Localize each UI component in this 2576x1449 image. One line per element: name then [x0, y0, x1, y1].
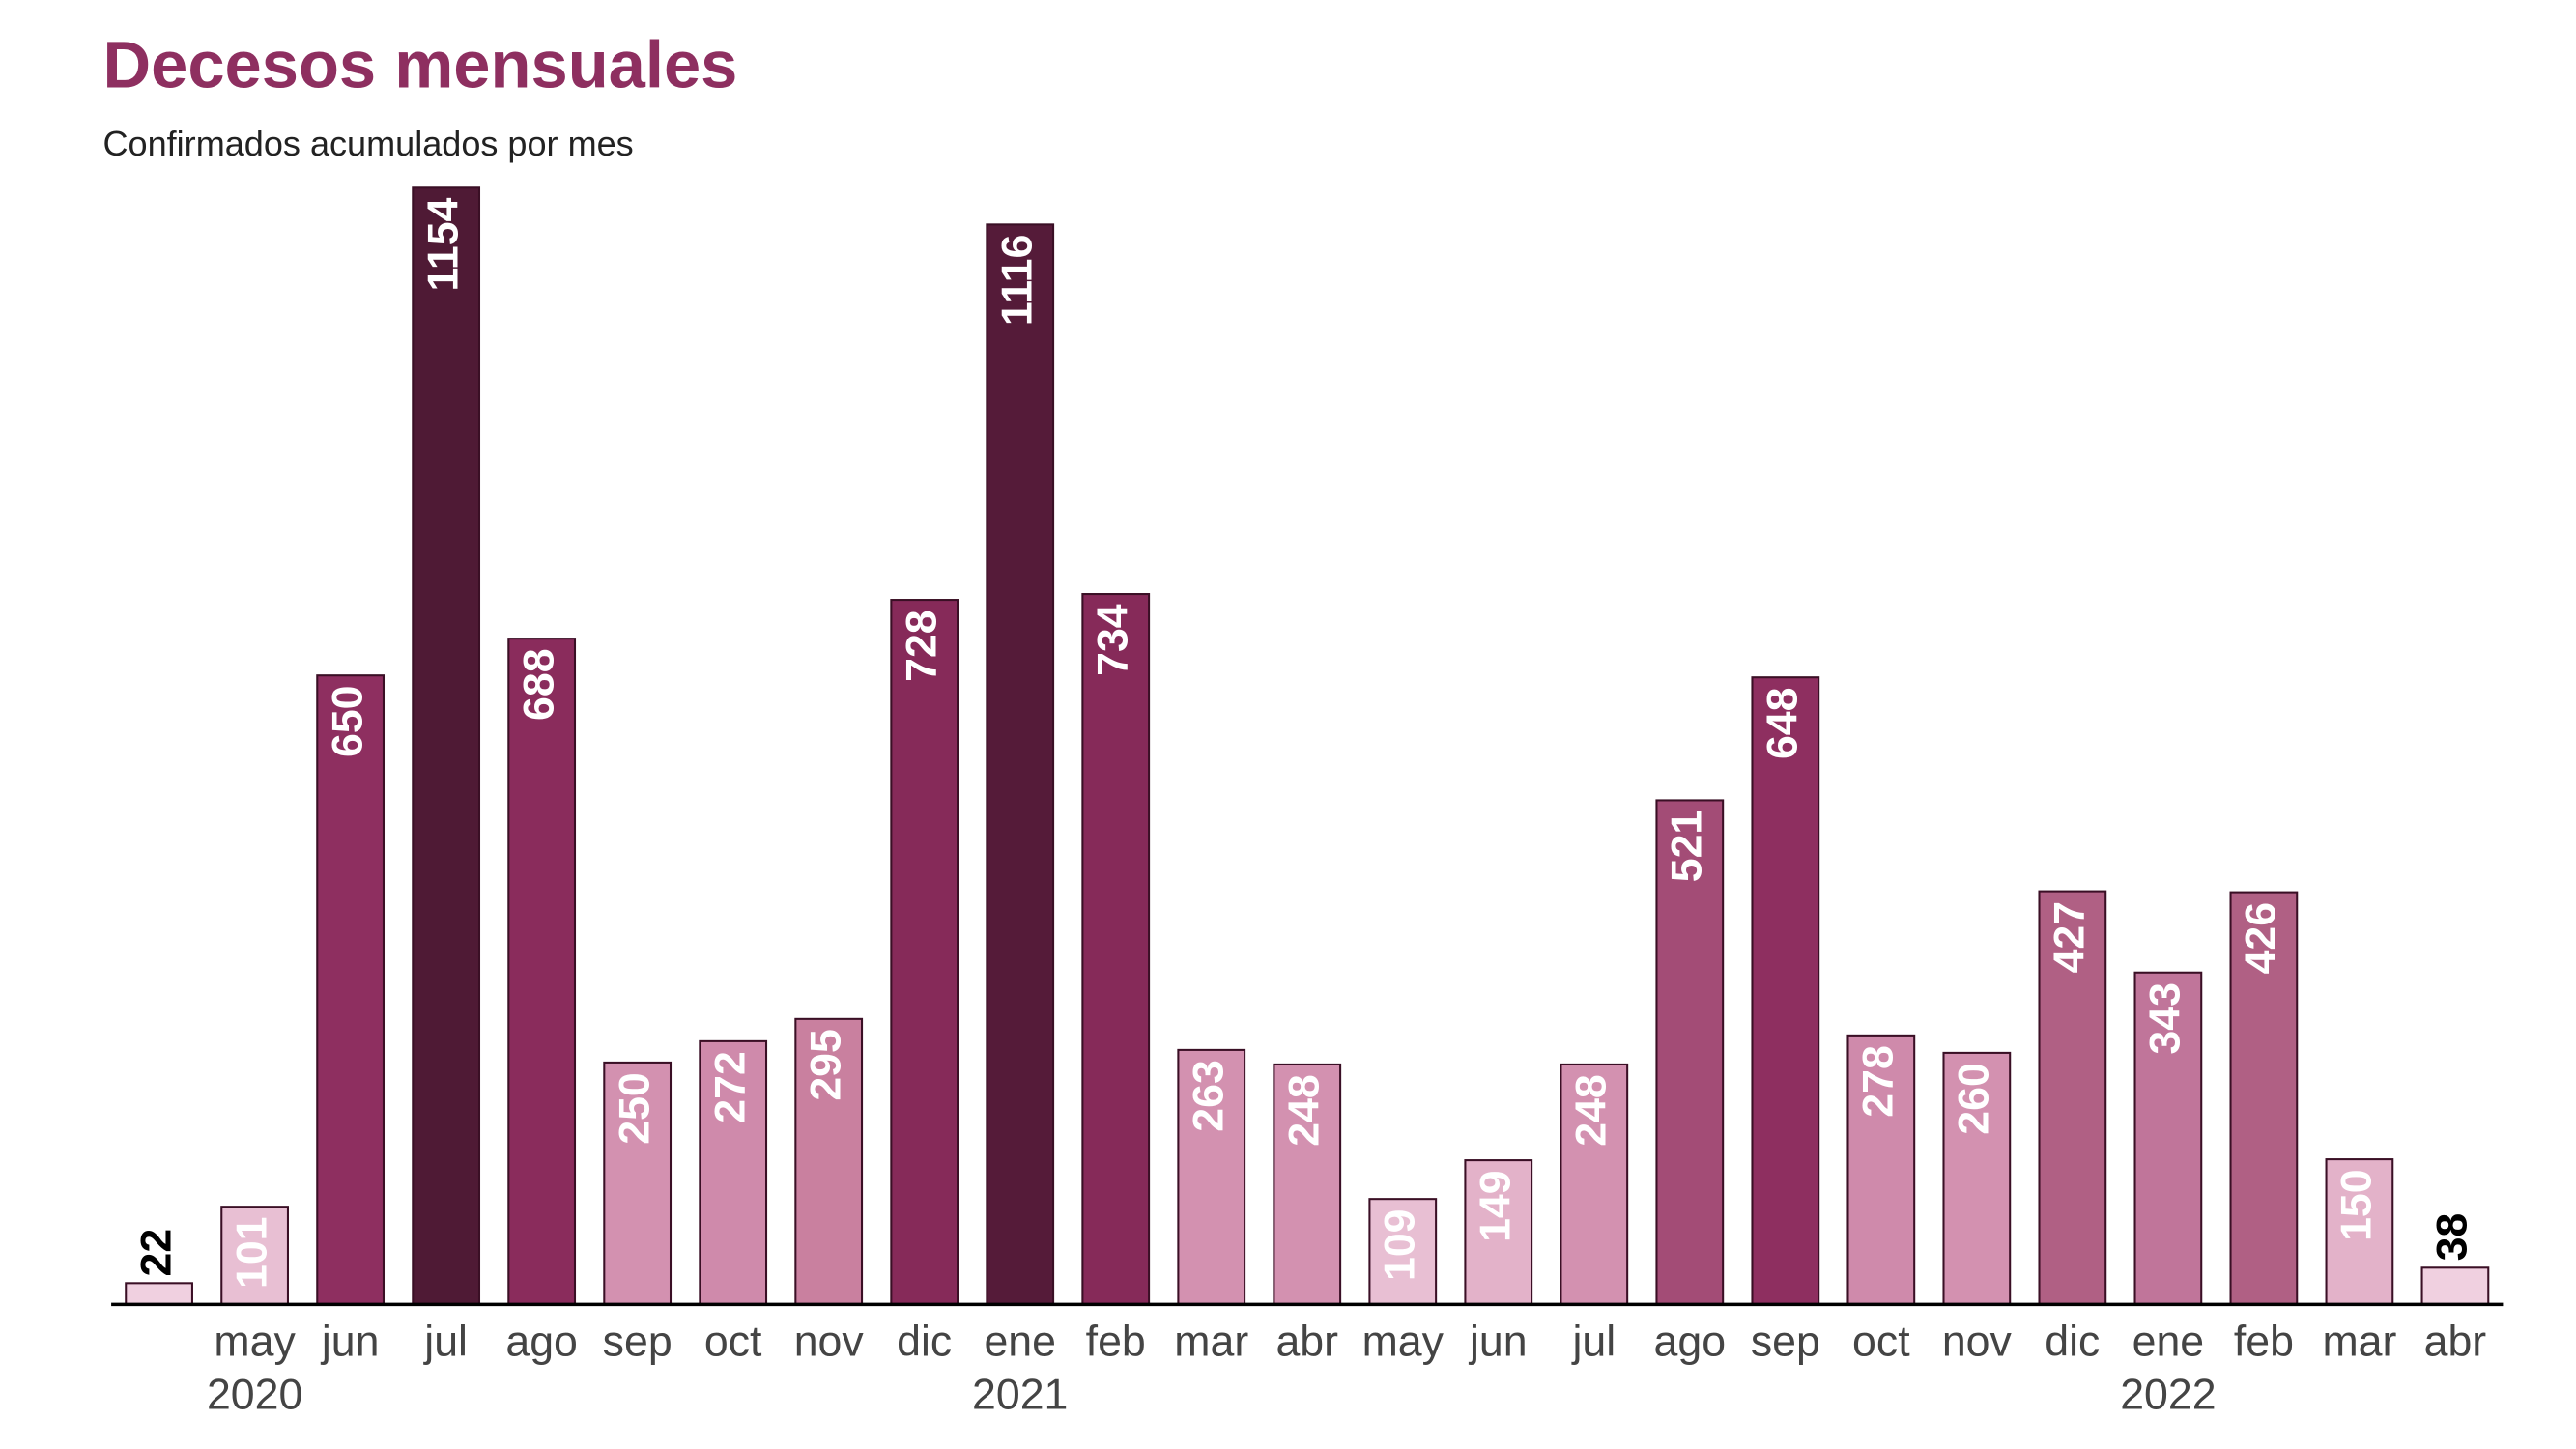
- value-label: 22: [132, 1229, 180, 1277]
- bar: [1751, 676, 1820, 1306]
- bar: [603, 1061, 673, 1306]
- value-label: 109: [1377, 1208, 1424, 1281]
- value-label: 272: [706, 1051, 754, 1123]
- x-tick-label: dic: [2045, 1318, 2100, 1365]
- value-label: 38: [2429, 1213, 2476, 1262]
- bar: [1846, 1034, 1916, 1306]
- value-label: 521: [1664, 810, 1711, 883]
- x-tick-label: feb: [1086, 1318, 1146, 1365]
- year-label: 2022: [2120, 1371, 2216, 1418]
- x-tick-label: nov: [794, 1318, 865, 1365]
- bar: [1655, 799, 1725, 1306]
- bar: [1942, 1051, 2012, 1306]
- bar: [1081, 593, 1151, 1306]
- x-tick-label: oct: [704, 1318, 762, 1365]
- value-label: 260: [1951, 1063, 1998, 1135]
- x-tick-label: jul: [422, 1318, 468, 1365]
- value-label: 250: [611, 1072, 658, 1145]
- bar: [794, 1017, 864, 1306]
- value-label: 688: [515, 648, 562, 721]
- x-tick-label: ago: [1654, 1318, 1727, 1365]
- bar: [1273, 1063, 1342, 1306]
- x-tick-label: abr: [1275, 1318, 1338, 1365]
- x-tick-label: ene: [2132, 1318, 2205, 1365]
- value-label: 263: [1186, 1060, 1233, 1132]
- bar: [2133, 971, 2203, 1306]
- bar: [507, 638, 577, 1306]
- value-label: 648: [1760, 688, 1807, 760]
- bar: [2420, 1266, 2490, 1306]
- x-tick-label: dic: [897, 1318, 952, 1365]
- bar: [699, 1039, 768, 1306]
- bar: [125, 1282, 193, 1306]
- x-tick-label: jul: [1570, 1318, 1616, 1365]
- value-label: 149: [1473, 1170, 1520, 1242]
- value-label: 1154: [419, 197, 467, 291]
- year-label: 2020: [207, 1371, 302, 1418]
- bar: [316, 674, 386, 1306]
- value-label: 728: [898, 610, 945, 682]
- value-label: 426: [2238, 902, 2285, 975]
- x-tick-label: jun: [320, 1318, 380, 1365]
- bar: [986, 223, 1055, 1306]
- x-tick-label: may: [1362, 1318, 1445, 1365]
- x-tick-label: jun: [1468, 1318, 1528, 1365]
- year-label: 2021: [972, 1371, 1068, 1418]
- value-label: 248: [1281, 1074, 1329, 1147]
- value-label: 248: [1568, 1074, 1616, 1147]
- x-tick-label: mar: [1174, 1318, 1248, 1365]
- bar: [1464, 1159, 1533, 1306]
- x-tick-label: ago: [505, 1318, 578, 1365]
- bar: [220, 1206, 289, 1306]
- x-tick-label: abr: [2424, 1318, 2487, 1365]
- bar: [2325, 1158, 2394, 1306]
- value-label: 101: [228, 1216, 275, 1289]
- chart-subtitle: Confirmados acumulados por mes: [103, 124, 634, 163]
- value-label: 734: [1090, 604, 1137, 676]
- value-label: 343: [2142, 982, 2190, 1055]
- x-tick-label: may: [214, 1318, 296, 1365]
- x-tick-label: oct: [1852, 1318, 1910, 1365]
- x-tick-label: sep: [603, 1318, 673, 1365]
- value-label: 295: [802, 1029, 849, 1101]
- bar: [412, 186, 481, 1306]
- x-tick-label: feb: [2234, 1318, 2294, 1365]
- x-tick-label: ene: [984, 1318, 1056, 1365]
- x-tick-label: mar: [2322, 1318, 2396, 1365]
- x-tick-label: nov: [1942, 1318, 2013, 1365]
- value-label: 427: [2046, 901, 2094, 974]
- value-label: 278: [1855, 1045, 1903, 1118]
- value-label: 1116: [994, 235, 1042, 326]
- x-tick-label: sep: [1751, 1318, 1820, 1365]
- chart-title: Decesos mensuales: [103, 27, 738, 101]
- bar: [890, 599, 959, 1306]
- value-label: 650: [324, 686, 371, 758]
- value-label: 150: [2333, 1169, 2381, 1241]
